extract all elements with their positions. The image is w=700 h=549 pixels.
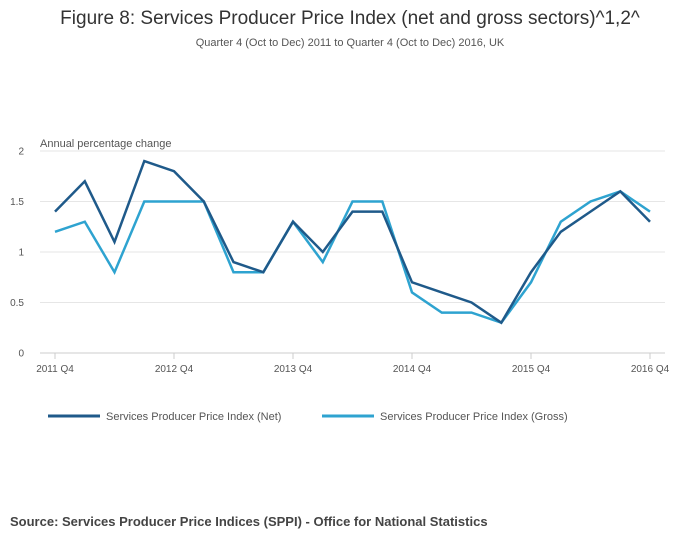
legend-label: Services Producer Price Index (Gross) bbox=[380, 411, 568, 423]
source-note: Source: Services Producer Price Indices … bbox=[10, 514, 488, 529]
chart-subtitle: Quarter 4 (Oct to Dec) 2011 to Quarter 4… bbox=[195, 37, 505, 49]
y-tick-label: 1 bbox=[18, 248, 24, 259]
x-tick-label: 2015 Q4 bbox=[512, 364, 551, 375]
y-tick-label: 0.5 bbox=[10, 298, 24, 309]
series-line-gross bbox=[54, 190, 651, 325]
legend: Services Producer Price Index (Net) Servi… bbox=[48, 411, 568, 423]
x-tick-label: 2012 Q4 bbox=[155, 364, 194, 375]
x-tick-label: 2014 Q4 bbox=[393, 364, 432, 375]
x-tick-label: 2013 Q4 bbox=[274, 364, 313, 375]
y-tick-label: 1.5 bbox=[10, 197, 24, 208]
x-tick-label: 2011 Q4 bbox=[36, 364, 74, 375]
y-tick-label: 0 bbox=[18, 349, 24, 360]
chart-title: Figure 8: Services Producer Price Index … bbox=[60, 8, 640, 29]
y-axis-label: Annual percentage change bbox=[40, 138, 172, 150]
y-tick-label: 2 bbox=[18, 147, 24, 158]
legend-label: Services Producer Price Index (Net) bbox=[106, 411, 281, 423]
series-lines bbox=[54, 159, 651, 325]
x-tick-label: 2016 Q4 bbox=[631, 364, 670, 375]
series-line-net bbox=[54, 159, 651, 325]
x-axis: 2011 Q4 2012 Q4 2013 Q4 2014 Q4 2015 Q4 2016 … bbox=[36, 352, 670, 375]
y-tick-labels: 0 0.5 1 1.5 2 bbox=[10, 147, 24, 360]
